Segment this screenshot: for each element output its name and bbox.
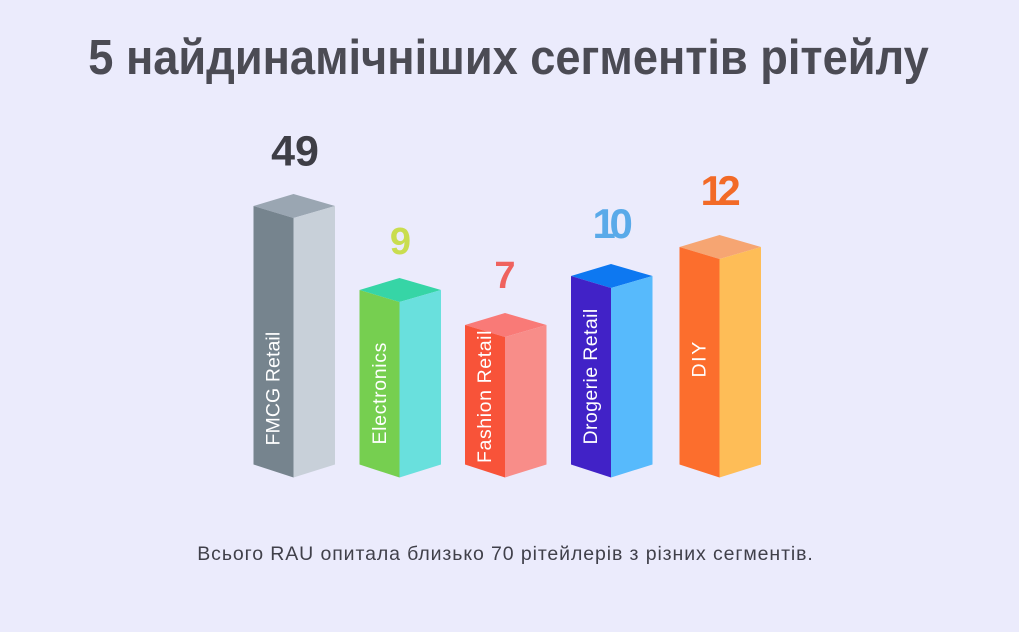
svg-text:Fashion Retail: Fashion Retail (474, 330, 496, 463)
svg-text:FMCG Retail: FMCG Retail (263, 332, 285, 446)
svg-text:7: 7 (494, 255, 515, 297)
svg-text:Drogerie Retail: Drogerie Retail (580, 308, 602, 444)
svg-text:9: 9 (390, 221, 411, 263)
svg-text:12: 12 (700, 167, 739, 214)
svg-text:DIY: DIY (689, 340, 711, 377)
svg-text:49: 49 (271, 128, 319, 176)
svg-text:Electronics: Electronics (369, 342, 391, 445)
svg-text:10: 10 (593, 200, 632, 247)
